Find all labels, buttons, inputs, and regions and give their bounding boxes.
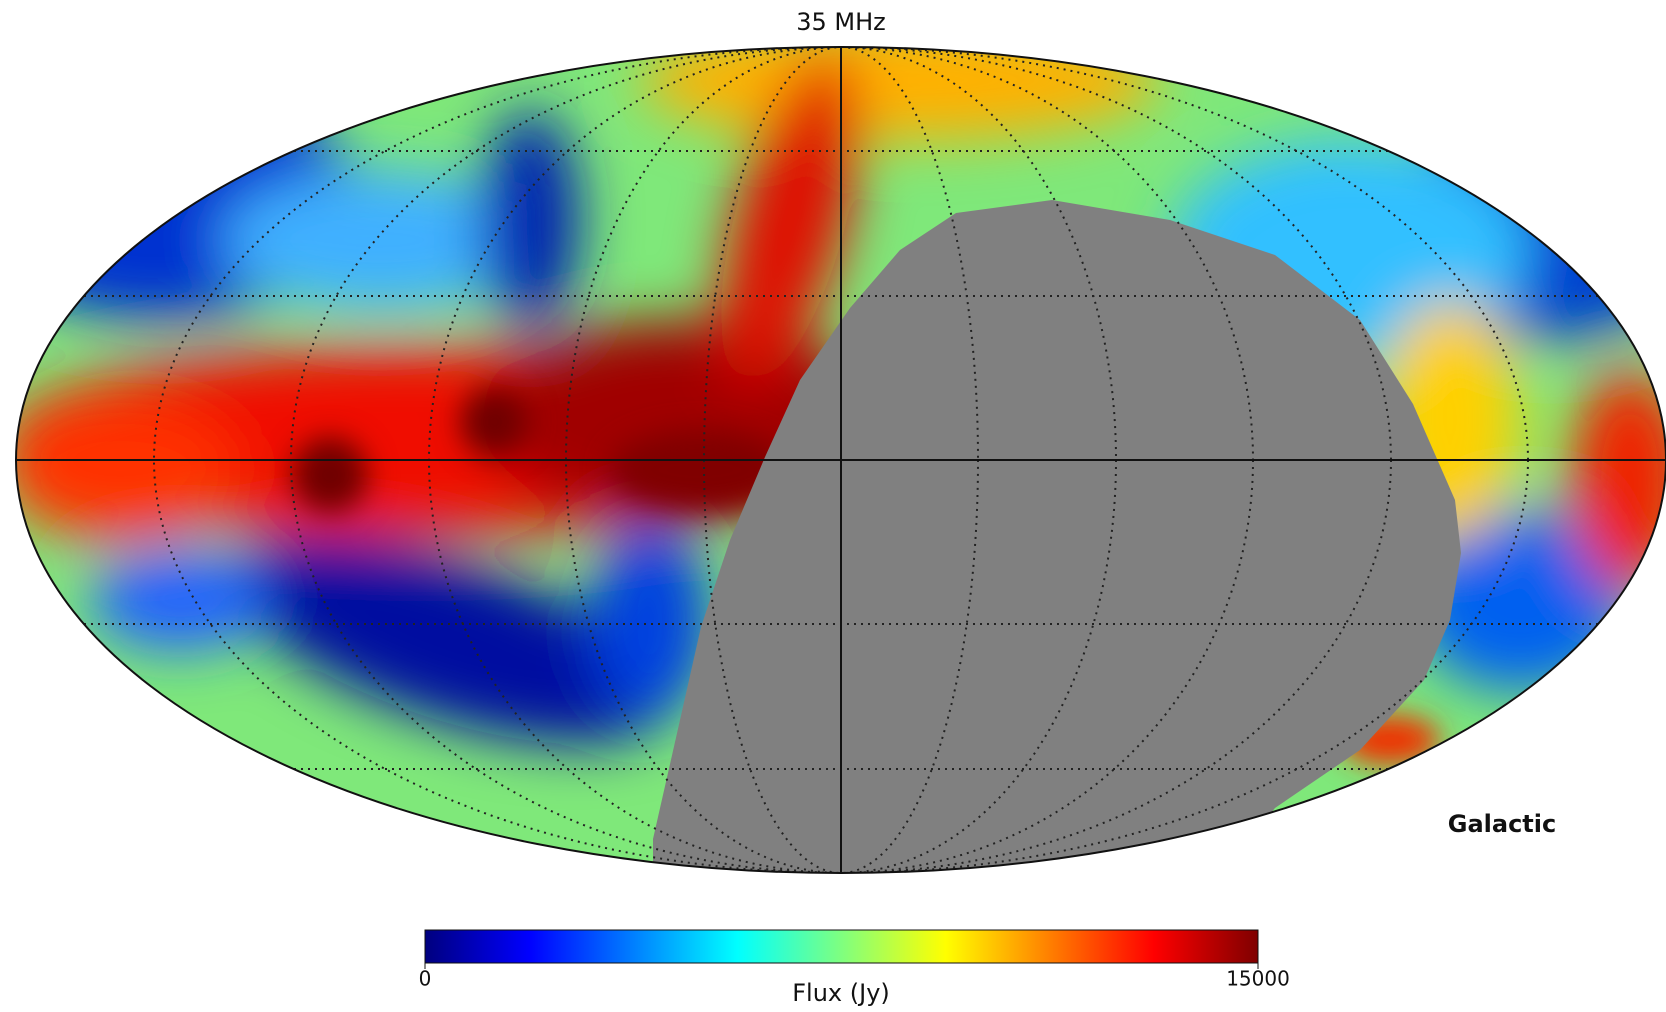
colorbar-tick-label: 0	[419, 967, 432, 991]
sky-map	[0, 20, 1666, 900]
colorbar-label: Flux (Jy)	[792, 979, 890, 1007]
sky-map-figure: 35 MHz	[0, 0, 1666, 1012]
colorbar	[425, 930, 1258, 963]
coordinate-label: Galactic	[1448, 810, 1556, 838]
colorbar-tick-label: 15000	[1226, 967, 1290, 991]
map-title: 35 MHz	[796, 8, 886, 36]
